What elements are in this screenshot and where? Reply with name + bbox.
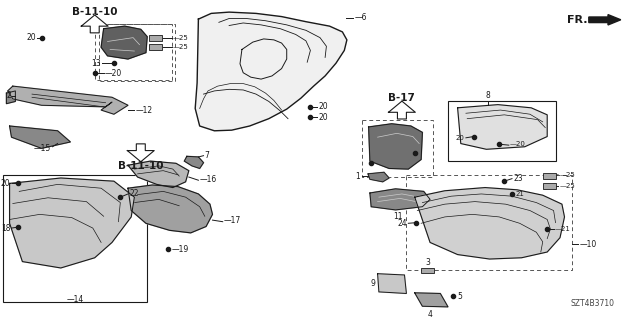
Polygon shape [81, 15, 108, 33]
Polygon shape [184, 156, 204, 168]
Polygon shape [415, 188, 564, 259]
Polygon shape [6, 91, 15, 104]
Bar [149, 44, 162, 50]
Text: 23: 23 [513, 174, 523, 182]
Text: —15: —15 [34, 144, 51, 153]
Circle shape [151, 211, 166, 218]
Text: 9: 9 [370, 279, 375, 288]
Polygon shape [370, 189, 430, 210]
Bar [99, 24, 175, 81]
Polygon shape [388, 101, 415, 119]
Bar [3, 175, 147, 302]
Bar [362, 120, 433, 177]
Text: —19: —19 [172, 245, 189, 254]
Text: 24: 24 [397, 219, 407, 228]
Text: B-11-10: B-11-10 [72, 7, 118, 17]
Text: —12: —12 [136, 106, 153, 115]
Polygon shape [369, 124, 422, 169]
Text: 20: 20 [26, 33, 36, 42]
Text: 22: 22 [129, 189, 139, 198]
Bar [95, 24, 172, 80]
Bar [543, 183, 556, 189]
Polygon shape [589, 15, 621, 25]
Text: —25: —25 [559, 183, 575, 189]
Text: 7: 7 [205, 151, 210, 160]
Polygon shape [8, 86, 128, 114]
Text: —25: —25 [173, 35, 189, 41]
Text: 8: 8 [485, 91, 490, 100]
Polygon shape [415, 293, 448, 307]
Text: B-17: B-17 [388, 93, 415, 103]
Bar [406, 175, 572, 270]
Bar [149, 35, 162, 41]
Polygon shape [10, 178, 134, 268]
Text: 21: 21 [516, 191, 525, 197]
Text: SZT4B3710: SZT4B3710 [570, 299, 614, 308]
Text: FR.: FR. [567, 15, 588, 25]
Bar [448, 101, 556, 161]
Text: —10: —10 [579, 240, 596, 249]
Text: 20: 20 [318, 102, 328, 111]
Bar [421, 268, 434, 273]
Polygon shape [101, 26, 147, 59]
Text: —25: —25 [559, 172, 575, 178]
Text: 20: 20 [456, 135, 465, 141]
Text: —20: —20 [510, 141, 526, 147]
Polygon shape [378, 274, 406, 293]
Text: 20: 20 [318, 113, 328, 122]
Polygon shape [127, 144, 154, 162]
Text: —17: —17 [224, 216, 241, 225]
Text: 5: 5 [457, 292, 462, 300]
Text: —21: —21 [555, 226, 571, 232]
Text: —16: —16 [200, 175, 217, 184]
Text: —14: —14 [67, 295, 84, 304]
Text: 2: 2 [7, 91, 12, 100]
Text: —20: —20 [105, 69, 122, 78]
Polygon shape [128, 185, 212, 233]
Polygon shape [195, 12, 347, 131]
Text: 11: 11 [394, 212, 403, 221]
Polygon shape [10, 126, 70, 148]
Text: B-11-10: B-11-10 [118, 161, 164, 171]
Text: 1: 1 [356, 172, 360, 181]
Polygon shape [458, 105, 547, 149]
Text: 13: 13 [92, 59, 101, 68]
Text: 4: 4 [428, 310, 433, 319]
Text: —25: —25 [173, 44, 189, 50]
Text: 18: 18 [1, 224, 10, 233]
Polygon shape [368, 172, 389, 182]
Polygon shape [128, 161, 189, 188]
Text: 20: 20 [1, 179, 10, 188]
Text: —6: —6 [355, 13, 367, 22]
Bar [543, 173, 556, 179]
Text: 3: 3 [425, 258, 430, 267]
